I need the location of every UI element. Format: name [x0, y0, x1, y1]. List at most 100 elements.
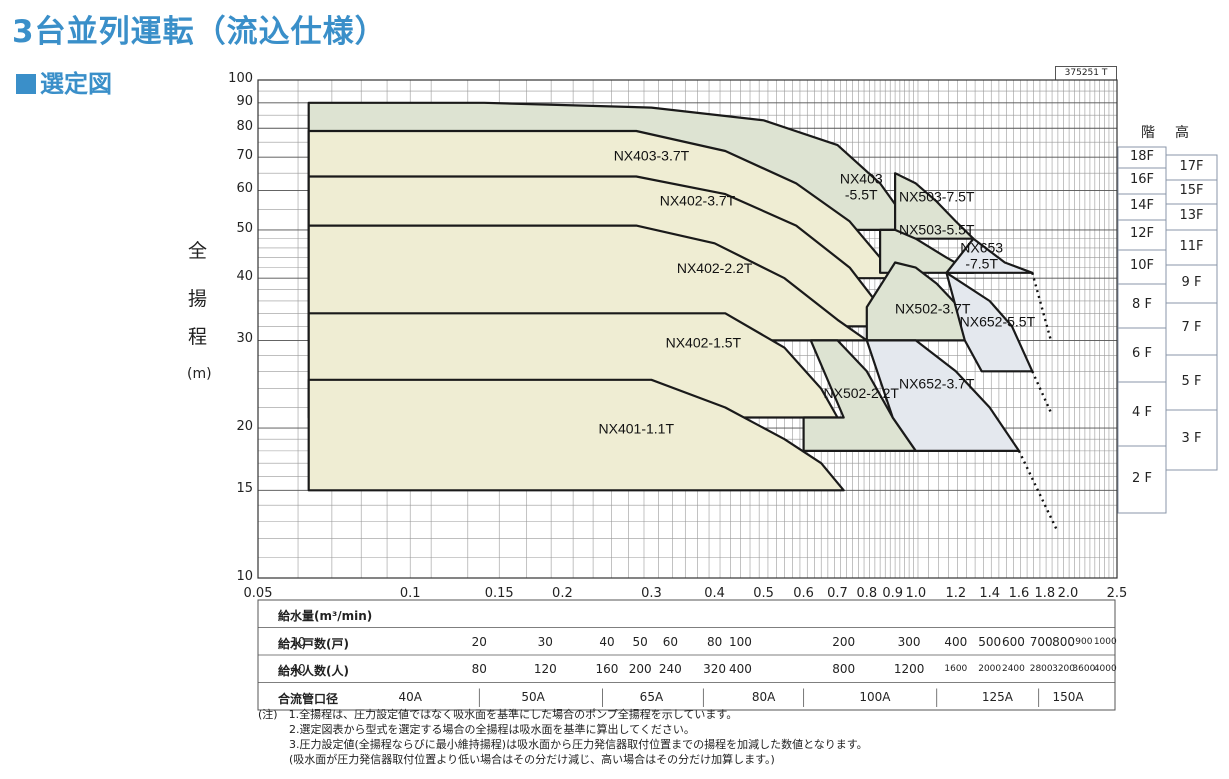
region-label-line: NX401-1.1T	[599, 421, 675, 437]
table-cell: 320	[703, 662, 727, 676]
footnote-line: (吸水面が圧力発信器取付位置より低い場合はその分だけ減じ、高い場合はその分だけ加…	[289, 753, 775, 766]
floor-label-right: 9 F	[1181, 275, 1202, 290]
table-cell: 700	[1029, 634, 1053, 649]
table-cell: 100A	[859, 689, 891, 704]
region-label-NX402-3.7T: NX402-3.7T	[660, 192, 736, 208]
y-tick-label: 90	[236, 93, 253, 109]
region-NX652-3.7T	[865, 339, 1021, 452]
region-label-NX652-5.5T: NX652-5.5T	[960, 313, 1036, 329]
table-cell: 2400	[1001, 664, 1025, 674]
floor-box-right	[1165, 179, 1218, 205]
y-tick-label: 70	[236, 148, 253, 164]
floor-box-left	[1117, 381, 1167, 447]
table-cell: 160	[595, 662, 619, 676]
region-label-line: -7.5T	[965, 256, 998, 272]
x-tick-label: 2.5	[1106, 586, 1128, 601]
table-cell: 1600	[944, 664, 968, 674]
table-cell: 200	[628, 662, 652, 676]
square-icon	[16, 74, 36, 94]
floor-box-left	[1117, 219, 1167, 251]
footnote-line: 3.圧力設定値(全揚程ならびに最小維持揚程)は吸水面から圧力発信器取付位置までの…	[289, 738, 868, 751]
region-label-NX402-1.5T: NX402-1.5T	[666, 335, 742, 351]
table-cell: 30	[537, 634, 553, 649]
table-cell: 800	[1052, 634, 1076, 649]
table-cell: 80A	[751, 689, 776, 704]
table-cell: 40A	[398, 689, 422, 704]
region-label-line: NX652-3.7T	[899, 376, 975, 392]
extension-line	[1031, 370, 1052, 413]
table-cell: 150A	[1052, 689, 1084, 704]
table-cell: 240	[658, 662, 682, 676]
region-label-line: NX402-2.2T	[677, 260, 753, 276]
floor-label-right: 13F	[1179, 208, 1204, 223]
region-label-line: NX502-3.7T	[895, 300, 971, 316]
table-cell: 80	[706, 634, 723, 649]
table-cell: 100	[729, 634, 752, 649]
region-label-line: NX502-2.2T	[824, 385, 900, 401]
table-row-label: 給水人数(人)	[278, 664, 349, 678]
floor-label-right: 11F	[1179, 238, 1204, 254]
page-title: 3台並列運転（流込仕様）	[12, 14, 387, 50]
region-label-NX502-3.7T: NX502-3.7T	[895, 300, 971, 316]
y-axis-unit: (m)	[187, 366, 212, 382]
region-label-line: NX403-3.7T	[614, 147, 690, 163]
table-cell: 600	[1001, 634, 1025, 649]
table-cell: 900	[1075, 636, 1093, 647]
y-tick-label: 40	[236, 269, 253, 285]
floor-label-left: 12F	[1129, 226, 1155, 241]
floor-label-left: 18F	[1129, 148, 1155, 164]
region-label-line: NX652-5.5T	[960, 313, 1036, 329]
x-tick-label: 0.1	[399, 586, 421, 601]
x-tick-label: 0.9	[882, 586, 903, 601]
x-tick-label: 1.6	[1008, 586, 1030, 601]
x-tick-label: 1.2	[945, 586, 967, 601]
x-tick-label: 1.8	[1034, 586, 1056, 601]
floor-box-left	[1117, 193, 1167, 221]
y-tick-label: 60	[236, 181, 253, 197]
floor-label-right: 7 F	[1181, 320, 1202, 335]
y-tick-label: 30	[236, 331, 253, 347]
y-axis-label-3: 程	[188, 326, 208, 348]
section-title: 選定図	[16, 64, 112, 99]
floor-label-left: 6 F	[1132, 346, 1152, 361]
floor-label-left: 16F	[1129, 172, 1155, 187]
table-cell: 2800	[1029, 664, 1053, 674]
floor-box-right	[1165, 302, 1218, 356]
table-row-label: 合流管口径	[278, 691, 339, 706]
floor-label-right: 17F	[1179, 158, 1204, 174]
floor-box-right	[1165, 264, 1218, 304]
y-axis-label-1: 全	[188, 240, 208, 262]
x-tick-label: 0.7	[827, 586, 848, 601]
region-label-NX403-3.7T: NX403-3.7T	[614, 147, 690, 163]
table-cell: 500	[978, 634, 1002, 649]
x-tick-label: 2.0	[1057, 586, 1079, 601]
extension-line	[1017, 450, 1058, 531]
region-label-NX652-3.7T: NX652-3.7T	[899, 376, 975, 392]
floor-box-right	[1165, 154, 1218, 181]
floor-label-left: 14F	[1129, 198, 1155, 213]
floor-box-left	[1117, 283, 1167, 329]
footnote-line: (注) 1.全揚程は、圧力設定値ではなく吸水面を基準にした場合のポンプ全揚程を示…	[258, 708, 738, 721]
region-label-line: NX503-7.5T	[899, 189, 975, 205]
region-NX652-5.5T	[945, 271, 1034, 373]
y-axis-label-2: 揚	[188, 288, 208, 310]
table-cell: 3600	[1072, 664, 1096, 674]
floor-label-left: 10F	[1129, 258, 1155, 273]
table-cell: 1200	[893, 662, 925, 676]
table-cell: 120	[533, 662, 557, 676]
floor-box-left	[1117, 445, 1167, 514]
floor-label-left: 8 F	[1132, 297, 1152, 312]
table-cell: 300	[897, 634, 921, 649]
region-NX401-1.1T	[307, 378, 845, 492]
region-label-line: NX503-5.5T	[899, 221, 975, 237]
table-cell: 4000	[1093, 664, 1117, 674]
table-cell: 65A	[639, 689, 664, 704]
region-label-NX502-2.2T: NX502-2.2T	[824, 385, 900, 401]
y-tick-label: 50	[236, 220, 253, 236]
floor-box-right	[1165, 203, 1218, 231]
region-label-line: NX653	[960, 240, 1003, 256]
x-tick-label: 0.8	[856, 586, 878, 601]
region-label-NX503-5.5T: NX503-5.5T	[899, 221, 975, 237]
floor-label-right: 3 F	[1181, 431, 1202, 446]
